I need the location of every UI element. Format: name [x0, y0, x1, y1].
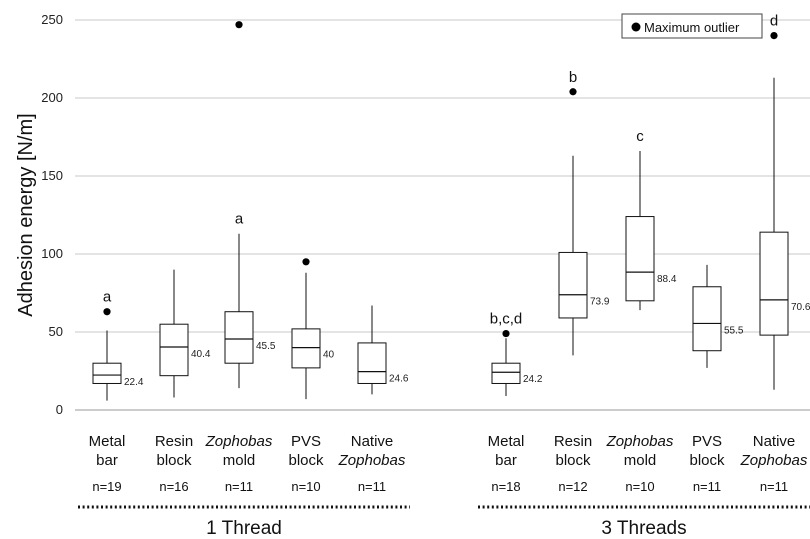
median-label: 45.5	[256, 341, 276, 352]
median-label: 24.2	[523, 374, 543, 385]
max-outlier-point	[235, 21, 243, 29]
median-label: 40	[323, 350, 335, 361]
category-label-line2: bar	[495, 452, 517, 469]
significance-letter: b	[569, 69, 577, 86]
sample-size-label: n=11	[760, 479, 788, 494]
box-iqr	[357, 342, 387, 384]
box-iqr	[759, 231, 789, 336]
category-label-line2: block	[288, 452, 324, 469]
sample-size-label: n=16	[159, 479, 188, 494]
category-label-line1: Metal	[89, 433, 126, 450]
max-outlier-point	[770, 31, 778, 40]
box-iqr	[159, 323, 189, 377]
category-label-line1: Resin	[554, 433, 592, 450]
group-label: 1 Thread	[206, 518, 282, 539]
category-label-line1: Native	[753, 433, 796, 450]
category-label-line1: Native	[351, 433, 394, 450]
significance-letter: d	[770, 13, 778, 30]
box-iqr	[291, 328, 321, 369]
box-iqr	[692, 286, 722, 352]
legend-marker	[631, 22, 641, 32]
median-label: 55.5	[724, 325, 744, 336]
category-label-line1: Zophobas	[606, 433, 674, 450]
category-label-line2: block	[689, 452, 725, 469]
median-label: 40.4	[191, 349, 211, 360]
category-label-line1: PVS	[692, 433, 722, 450]
max-outlier-point	[103, 308, 111, 316]
category-label-line2: Zophobas	[740, 452, 808, 469]
y-tick-label: 100	[41, 246, 63, 261]
sample-size-label: n=19	[92, 479, 121, 494]
category-label-line1: Metal	[488, 433, 525, 450]
median-label: 24.6	[389, 374, 409, 385]
category-label-line2: block	[156, 452, 192, 469]
box-iqr	[558, 251, 588, 319]
category-label-line2: mold	[624, 452, 657, 469]
median-label: 88.4	[657, 274, 677, 285]
category-label-line2: Zophobas	[338, 452, 406, 469]
median-label: 22.4	[124, 377, 144, 388]
category-label-line1: Zophobas	[205, 433, 273, 450]
group-label: 3 Threads	[601, 518, 686, 539]
category-label-line2: block	[555, 452, 591, 469]
max-outlier-point	[302, 258, 310, 266]
legend-box	[621, 13, 763, 39]
max-outlier-point	[569, 88, 577, 96]
sample-size-label: n=10	[625, 479, 654, 494]
y-tick-label: 150	[41, 168, 63, 183]
box-iqr	[224, 311, 254, 364]
y-axis-label: Adhesion energy [N/m]	[15, 113, 37, 316]
category-label-line2: mold	[223, 452, 256, 469]
median-label: 73.9	[590, 297, 610, 308]
legend-label: Maximum outlier	[644, 20, 740, 35]
category-label-line1: Resin	[155, 433, 193, 450]
box-iqr	[625, 216, 655, 302]
sample-size-label: n=18	[491, 479, 520, 494]
significance-letter: a	[103, 289, 112, 306]
box-iqr	[92, 362, 122, 384]
significance-letter: b,c,d	[490, 311, 523, 328]
sample-size-label: n=11	[693, 479, 721, 494]
sample-size-label: n=11	[225, 479, 253, 494]
y-tick-label: 0	[56, 402, 63, 417]
sample-size-label: n=12	[558, 479, 587, 494]
y-tick-label: 250	[41, 12, 63, 27]
significance-letter: c	[636, 128, 644, 145]
sample-size-label: n=10	[291, 479, 320, 494]
median-label: 70.6	[791, 302, 810, 313]
y-tick-label: 50	[49, 324, 63, 339]
max-outlier-point	[502, 329, 510, 338]
significance-letter: a	[235, 211, 244, 228]
sample-size-label: n=11	[358, 479, 386, 494]
y-tick-label: 200	[41, 90, 63, 105]
category-label-line2: bar	[96, 452, 118, 469]
category-label-line1: PVS	[291, 433, 321, 450]
box-iqr	[491, 362, 521, 384]
